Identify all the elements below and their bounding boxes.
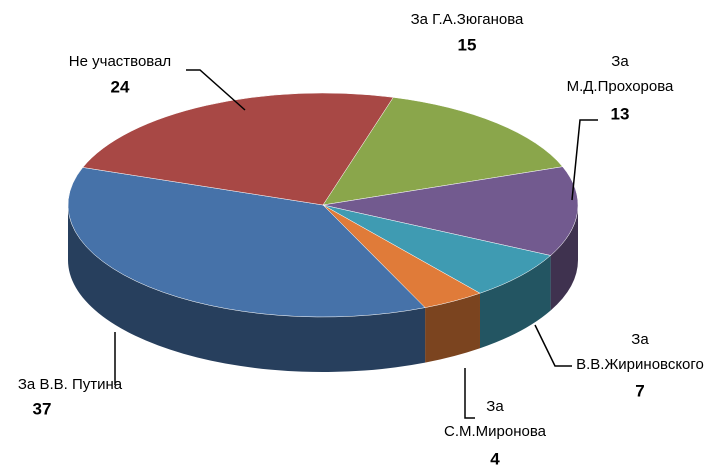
slice <box>67 167 426 318</box>
labels: За Г.А.Зюганова 15 За М.Д.Прохорова 13 За В.В.… <box>18 11 704 469</box>
category-label: За В.В.Жириновского <box>576 331 704 373</box>
slice <box>322 97 564 206</box>
value-label: 15 <box>458 35 477 54</box>
category-label: За Г.А.Зюганова <box>411 11 524 28</box>
pie-sides <box>68 205 578 372</box>
category-label: За В.В. Путина <box>18 376 123 393</box>
pie-tops <box>67 92 579 318</box>
value-label: 7 <box>635 381 644 400</box>
leader-line <box>186 69 246 111</box>
category-label: Не участвовал <box>69 53 171 70</box>
value-label: 24 <box>111 77 130 96</box>
slice <box>322 204 552 294</box>
leader-line <box>571 119 598 201</box>
category-label: За С.М.Миронова <box>444 398 547 440</box>
slice <box>322 166 579 256</box>
value-label: 4 <box>490 449 500 468</box>
leader-line <box>534 324 572 367</box>
slice-side <box>425 293 480 363</box>
leader-line <box>464 368 475 419</box>
value-label: 37 <box>33 399 52 418</box>
slice-side <box>479 255 551 349</box>
slice <box>82 92 394 206</box>
category-label: За М.Д.Прохорова <box>567 53 674 95</box>
value-label: 13 <box>611 104 630 123</box>
slice-side <box>68 205 426 372</box>
